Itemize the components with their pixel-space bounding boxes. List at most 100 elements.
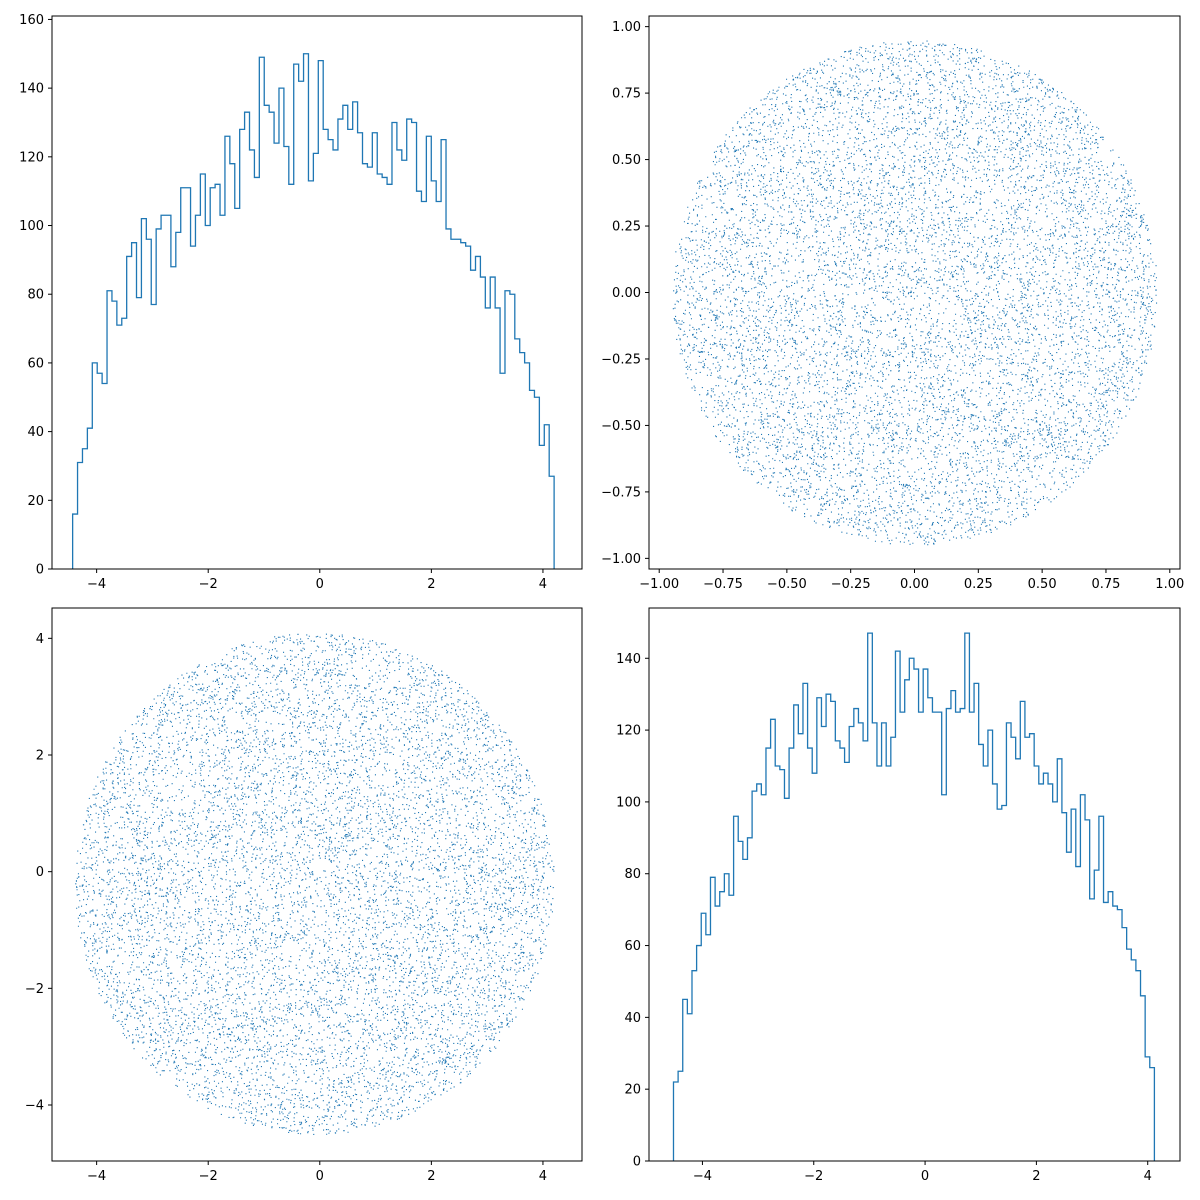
histogram-bin: [1016, 759, 1021, 1161]
histogram-bin: [780, 770, 785, 1161]
histogram-bin: [752, 791, 757, 1161]
histogram-bin: [372, 133, 377, 569]
bottom-left-scatter-axes: −4 −2 0 2 4 −4 −2 0 2 4: [25, 607, 583, 1184]
y-tick-label: 140: [19, 82, 44, 97]
histogram-bin: [466, 246, 471, 569]
histogram-bin: [1131, 960, 1136, 1161]
y-tick-label: −2: [25, 982, 44, 997]
histogram-bin: [392, 122, 397, 569]
histogram-bin: [715, 906, 720, 1161]
histogram-bin: [176, 232, 181, 569]
histogram-bin: [313, 153, 318, 569]
axes-frame: [51, 607, 583, 1162]
histogram-bin: [151, 305, 156, 569]
y-tick-label: 0.75: [612, 87, 641, 102]
histogram-bin: [1043, 773, 1048, 1161]
histogram-bin: [1067, 852, 1072, 1161]
histogram-bin: [747, 838, 752, 1161]
axes-frame: [648, 15, 1181, 570]
histogram-bin: [757, 784, 762, 1161]
histogram-bin: [840, 748, 845, 1161]
histogram-bin: [1141, 996, 1146, 1161]
histogram-bin: [1057, 759, 1062, 1161]
histogram-bin: [367, 167, 372, 569]
histogram-bin: [156, 229, 161, 569]
histogram-bin: [441, 140, 446, 569]
y-tick-label: 0: [633, 1155, 641, 1170]
histogram-bin: [475, 256, 480, 569]
histogram-bin: [1090, 899, 1095, 1161]
axes-frame: [51, 15, 583, 570]
histogram-bin: [279, 88, 284, 569]
histogram-bin: [919, 712, 924, 1161]
histogram-bin: [937, 712, 942, 1161]
histogram-bin: [500, 373, 505, 569]
histogram-bin: [544, 425, 549, 569]
histogram-bin: [905, 680, 910, 1161]
histogram-step-line: [672, 632, 1156, 1161]
histogram-bin: [235, 208, 240, 569]
top-right-scatter-axes: −1.00 −0.75 −0.50 −0.25 0.00 0.25 0.50 0.75 1.00…: [601, 15, 1184, 592]
histogram-bin: [932, 712, 937, 1161]
histogram-bin: [882, 723, 887, 1161]
histogram-bin: [1025, 737, 1030, 1161]
histogram-bin: [259, 57, 264, 569]
scatter-points: [672, 40, 1158, 546]
histogram-bin: [960, 709, 965, 1161]
histogram-bin: [426, 136, 431, 569]
histogram-bin: [710, 877, 715, 1161]
y-tick-label: 0.00: [612, 286, 641, 301]
histogram-bin: [1145, 1057, 1150, 1161]
histogram-bin: [761, 795, 766, 1161]
histogram-bin: [117, 325, 122, 569]
histogram-bin: [530, 390, 535, 569]
x-tick-label: 2: [1032, 1169, 1040, 1184]
histogram-bin: [382, 177, 387, 569]
histogram-bin: [358, 133, 363, 569]
histogram-bin: [269, 112, 274, 569]
histogram-bin: [988, 730, 993, 1161]
histogram-bin: [264, 105, 269, 569]
histogram-bin: [520, 353, 525, 569]
histogram-bin: [909, 658, 914, 1161]
histogram-bin: [146, 239, 151, 569]
histogram-bin: [868, 633, 873, 1161]
histogram-bin: [318, 61, 323, 569]
scatter-point-cloud: [75, 633, 555, 1135]
histogram-bin: [854, 709, 859, 1161]
histogram-bin: [706, 935, 711, 1161]
histogram-bin: [353, 102, 358, 569]
histogram-bin: [993, 784, 998, 1161]
histogram-bin: [835, 741, 840, 1161]
x-tick-label: −0.75: [703, 577, 743, 592]
histogram-bin: [195, 215, 200, 569]
histogram-bin: [539, 445, 544, 569]
histogram-bin: [1006, 723, 1011, 1161]
histogram-bin: [78, 463, 83, 569]
histogram-bin: [1020, 701, 1025, 1161]
histogram-bin: [107, 291, 112, 569]
histogram-bin: [407, 119, 412, 569]
histogram-bin: [338, 119, 343, 569]
y-tick-label: 40: [27, 425, 44, 440]
histogram-bin: [724, 874, 729, 1161]
x-tick-label: −4: [693, 1169, 712, 1184]
axes-frame: [648, 607, 1181, 1162]
histogram-bin: [210, 188, 215, 569]
x-tick-label: −4: [87, 577, 106, 592]
histogram-bin: [1034, 766, 1039, 1161]
x-tick-label: −2: [804, 1169, 823, 1184]
histogram-bin: [200, 174, 205, 569]
histogram-bin: [363, 164, 368, 569]
histogram-bin: [417, 191, 422, 569]
histogram-bin: [877, 766, 882, 1161]
histogram-bin: [784, 798, 789, 1161]
histogram-bin: [734, 816, 739, 1161]
histogram-bin: [845, 762, 850, 1161]
histogram-bin: [775, 766, 780, 1161]
histogram-bin: [1048, 784, 1053, 1161]
histogram-bin: [171, 267, 176, 569]
histogram-bin: [471, 270, 476, 569]
